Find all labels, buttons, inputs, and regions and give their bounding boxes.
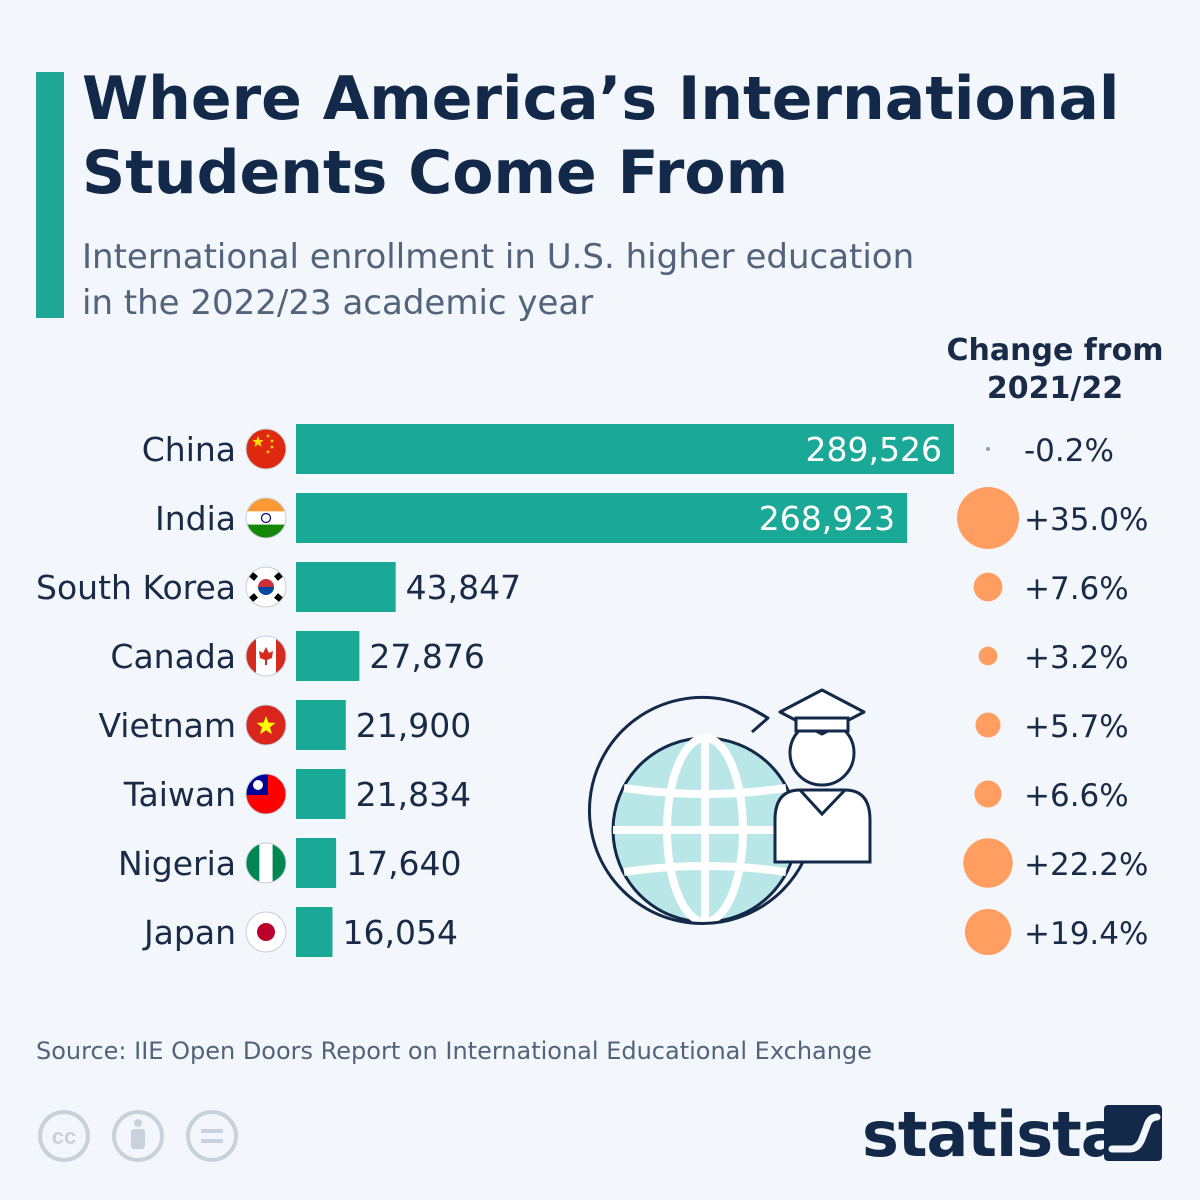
title-line-2: Students Come From	[82, 138, 789, 208]
source-note: Source: IIE Open Doors Report on Interna…	[36, 1037, 872, 1065]
canada-flag-icon	[245, 635, 287, 677]
chart-row-nigeria: Nigeria 17,640 +22.2%	[118, 838, 1148, 888]
change-label: +35.0%	[1024, 502, 1148, 538]
category-label: Vietnam	[98, 706, 236, 745]
chart-row-south-korea: South Korea 43,847 +7.6%	[36, 562, 1129, 612]
svg-text:cc: cc	[52, 1124, 76, 1149]
change-dot	[978, 646, 998, 666]
value-label: 21,900	[356, 706, 471, 745]
page-title: Where America’s International Students C…	[82, 62, 1182, 210]
chart-row-canada: Canada 27,876 +3.2%	[110, 631, 1129, 681]
no-derivatives-icon[interactable]	[186, 1110, 238, 1162]
china-flag-icon	[245, 428, 287, 470]
statista-logo-icon[interactable]	[1104, 1105, 1162, 1161]
value-label: 43,847	[406, 568, 521, 607]
subtitle-line-1: International enrollment in U.S. higher …	[82, 237, 915, 277]
cc-icon[interactable]: cc	[38, 1110, 90, 1162]
change-dot	[973, 572, 1003, 602]
bar-india	[296, 493, 908, 543]
chart-row-japan: Japan 16,054 +19.4%	[142, 907, 1148, 957]
value-label: 17,640	[346, 844, 461, 883]
category-label: China	[142, 430, 236, 469]
change-heading-line-2: 2021/22	[986, 371, 1124, 406]
japan-flag-icon	[245, 911, 287, 953]
category-label: Nigeria	[118, 844, 236, 883]
change-label: +7.6%	[1024, 571, 1129, 607]
brand-wordmark[interactable]: statista	[862, 1098, 1123, 1171]
south-korea-flag-icon	[245, 566, 287, 608]
change-dot	[963, 838, 1013, 888]
bar-taiwan	[296, 769, 346, 819]
value-label: 16,054	[342, 913, 457, 952]
change-dot	[974, 780, 1002, 808]
title-line-1: Where America’s International	[82, 64, 1120, 134]
change-heading-line-1: Change from	[946, 333, 1164, 368]
bar-china	[296, 424, 954, 474]
value-label: 268,923	[759, 499, 895, 538]
change-dot	[957, 487, 1019, 549]
change-label: +22.2%	[1024, 847, 1148, 883]
accent-bar	[36, 72, 64, 318]
category-label: South Korea	[36, 568, 236, 607]
taiwan-flag-icon	[245, 773, 287, 815]
subtitle-line-2: in the 2022/23 academic year	[82, 283, 594, 323]
chart-row-vietnam: Vietnam 21,900 +5.7%	[98, 700, 1129, 750]
change-label: +3.2%	[1024, 640, 1129, 676]
category-label: India	[155, 499, 236, 538]
chart-row-taiwan: Taiwan 21,834 +6.6%	[123, 769, 1129, 819]
change-label: +5.7%	[1024, 709, 1129, 745]
bar-japan	[296, 907, 333, 957]
subtitle: International enrollment in U.S. higher …	[82, 234, 1082, 326]
change-dot	[986, 447, 990, 451]
category-label: Taiwan	[123, 775, 236, 814]
attribution-icon[interactable]	[112, 1110, 164, 1162]
value-label: 289,526	[806, 430, 942, 469]
change-label: -0.2%	[1024, 433, 1114, 469]
change-column-heading: Change from 2021/22	[935, 332, 1175, 408]
change-dot	[975, 712, 1001, 738]
change-label: +6.6%	[1024, 778, 1129, 814]
change-dot	[964, 908, 1012, 956]
india-flag-icon	[245, 497, 287, 539]
license-icons: cc	[36, 1108, 241, 1168]
category-label: Japan	[142, 913, 236, 952]
chart-row-china: China 289,526 -0.2%	[142, 424, 1114, 474]
nigeria-flag-icon	[245, 842, 287, 884]
value-label: 27,876	[369, 637, 484, 676]
vietnam-flag-icon	[245, 704, 287, 746]
chart-row-india: India 268,923 +35.0%	[155, 487, 1148, 549]
bar-vietnam	[296, 700, 346, 750]
category-label: Canada	[110, 637, 236, 676]
bar-south-korea	[296, 562, 396, 612]
bar-nigeria	[296, 838, 337, 888]
change-label: +19.4%	[1024, 916, 1148, 952]
bar-canada	[296, 631, 360, 681]
value-label: 21,834	[356, 775, 471, 814]
globe-graduate-icon	[587, 688, 872, 926]
